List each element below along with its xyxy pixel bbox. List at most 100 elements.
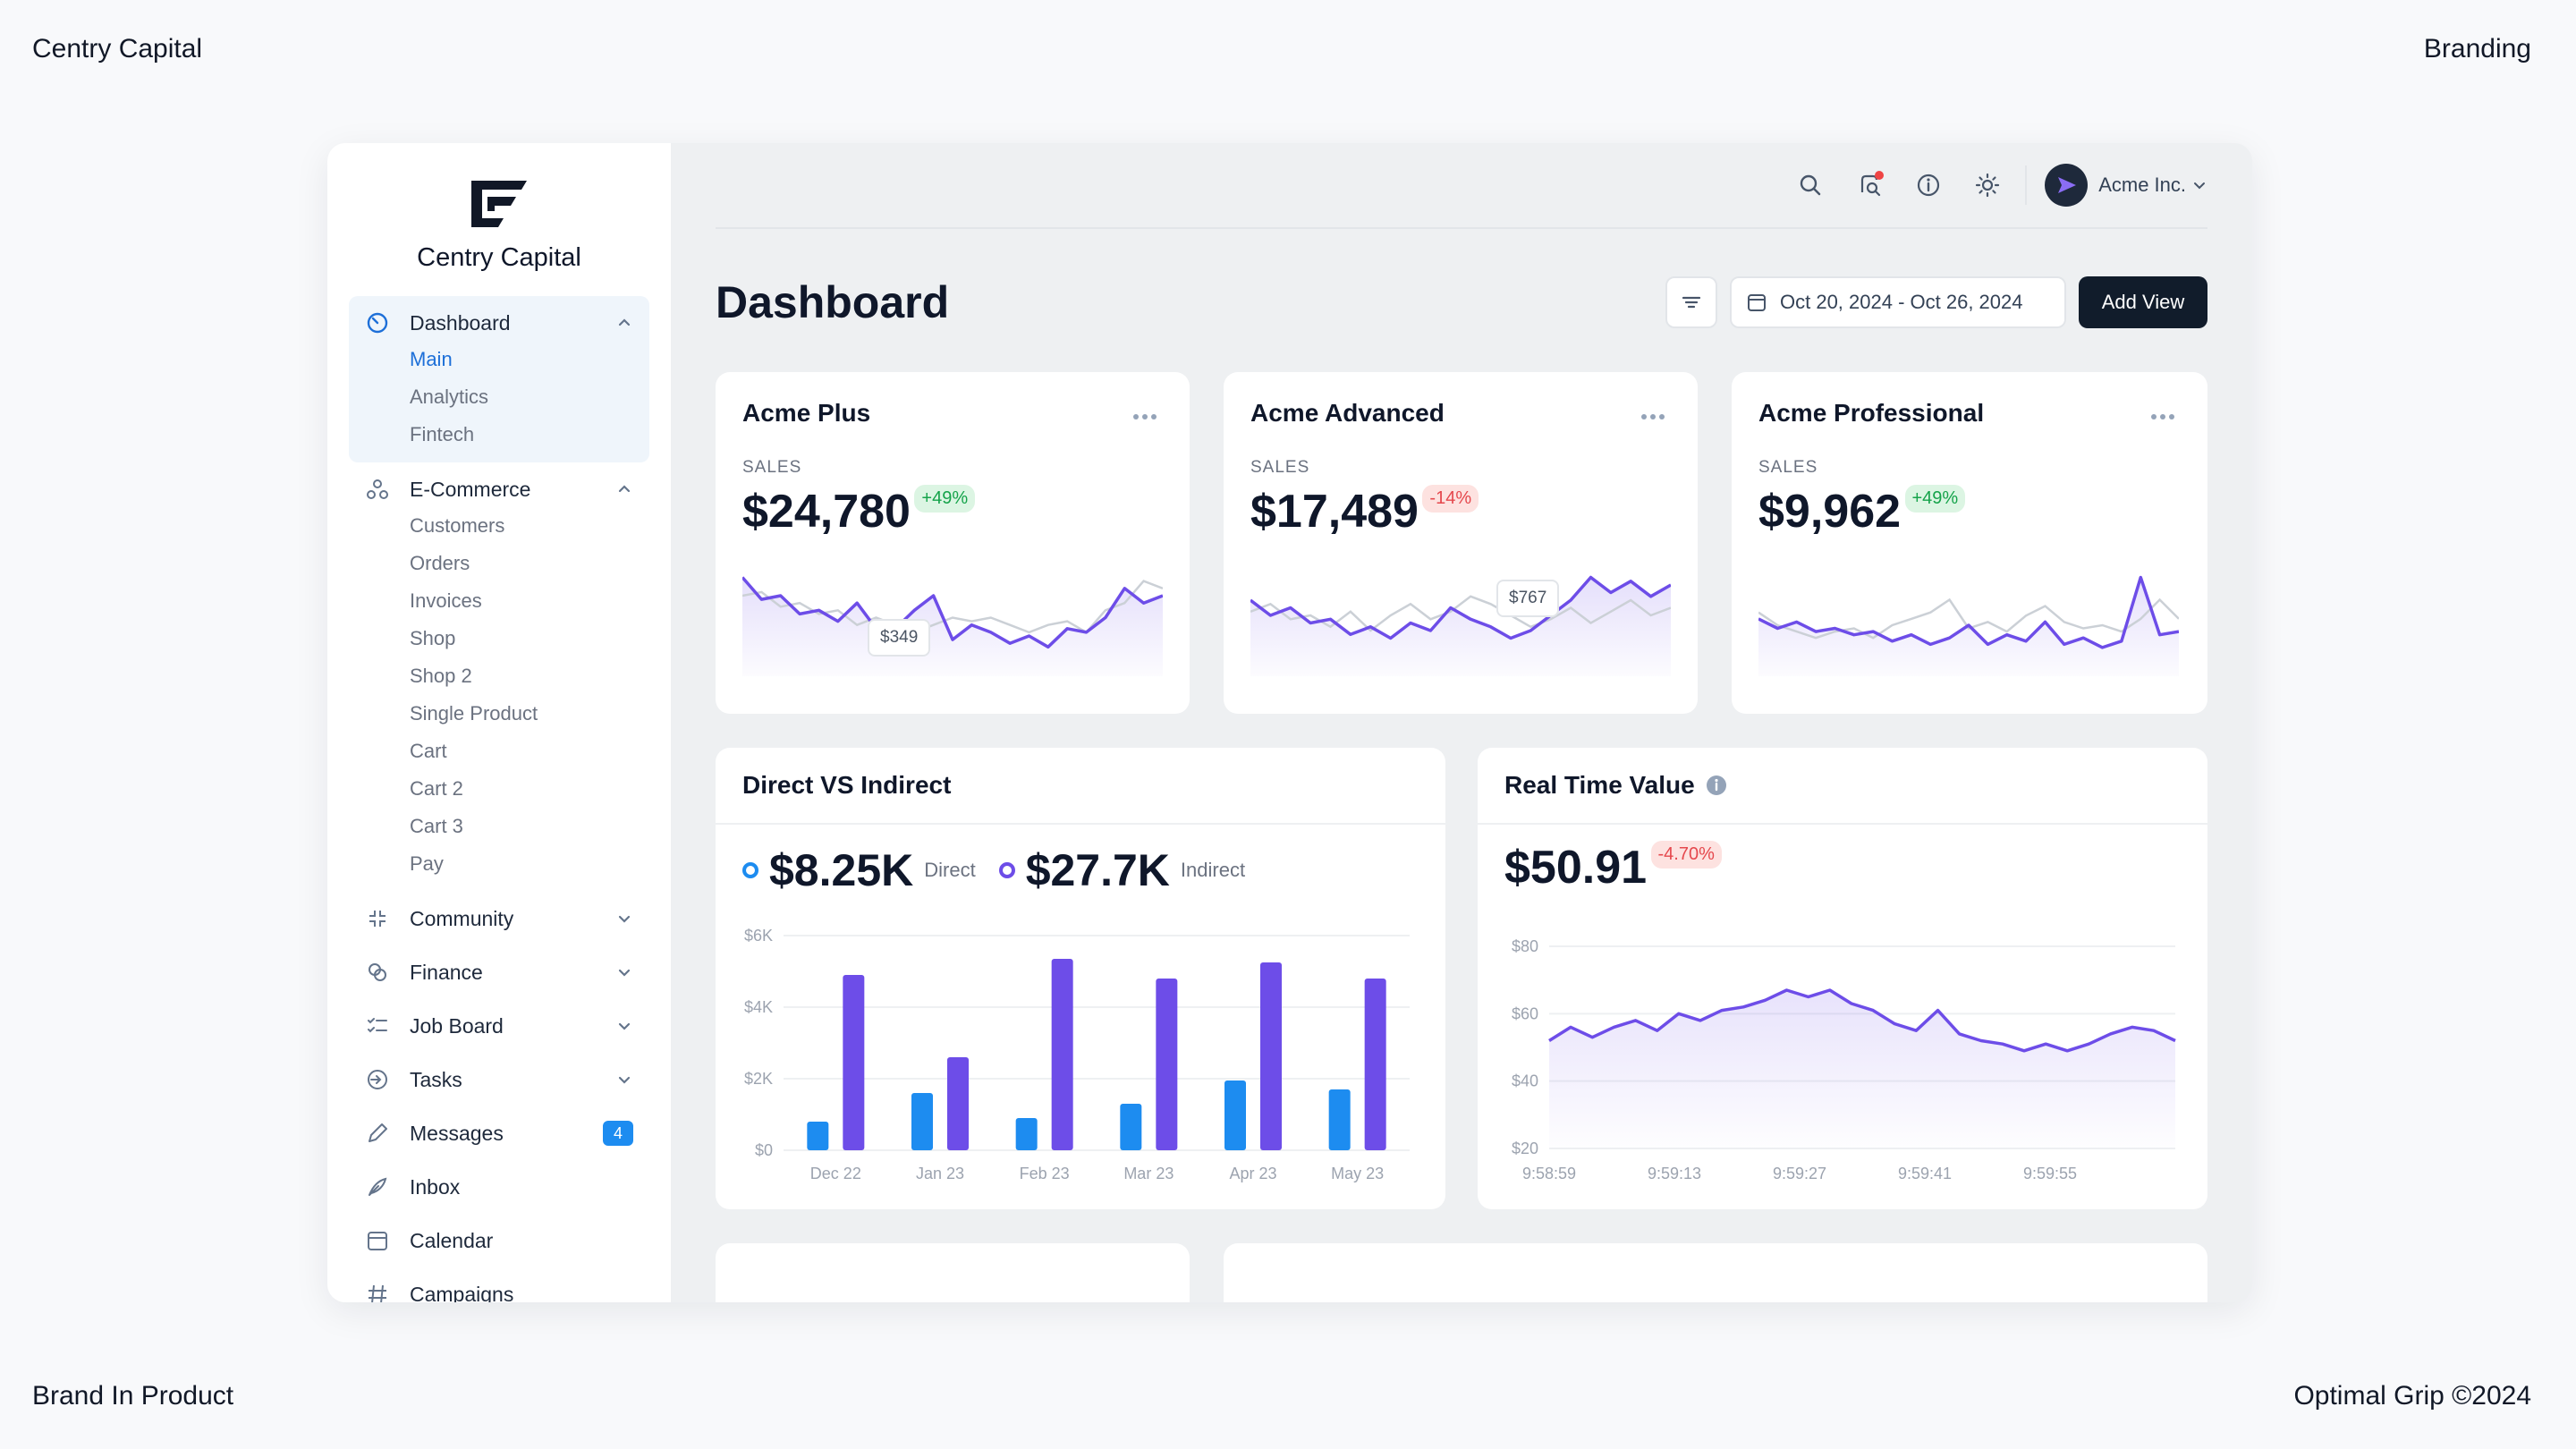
sidebar-item-ecommerce[interactable]: E-Commerce xyxy=(349,471,649,507)
sidebar-item-label: Campaigns xyxy=(410,1282,514,1303)
search-icon[interactable] xyxy=(1794,169,1826,201)
account-menu[interactable]: Acme Inc. xyxy=(2045,164,2207,207)
sparkline-chart xyxy=(742,576,1163,676)
checklist-icon xyxy=(365,1013,390,1038)
calendar-icon xyxy=(1748,294,1766,311)
sparkline-chart xyxy=(1250,575,1671,676)
frame-label-top-left: Centry Capital xyxy=(32,34,203,64)
nav-group-dashboard: Dashboard Main Analytics Fintech xyxy=(349,296,649,462)
sidebar-item-messages[interactable]: Messages 4 xyxy=(349,1106,649,1160)
sparkline-current xyxy=(1250,575,1671,640)
sales-label: SALES xyxy=(1758,458,1818,477)
brand-name: Centry Capital xyxy=(417,243,581,272)
x-tick-label: Apr 23 xyxy=(1229,1165,1276,1182)
sparkline-previous xyxy=(1758,597,2179,640)
more-icon[interactable] xyxy=(1640,413,1665,420)
sidebar-item-calendar[interactable]: Calendar xyxy=(349,1214,649,1267)
sales-row: $9,962 +49% xyxy=(1758,485,1966,538)
filter-icon xyxy=(1682,296,1701,309)
sales-value: $24,780 xyxy=(742,486,911,538)
chevron-down-icon[interactable] xyxy=(615,1017,633,1035)
calendar-icon xyxy=(365,1228,390,1253)
direct-vs-indirect-card: Direct VS Indirect $8.25K Direct $27.7K … xyxy=(716,748,1445,1209)
sidebar-item-campaigns[interactable]: Campaigns xyxy=(349,1267,649,1302)
sidebar-item-label: Inbox xyxy=(410,1174,461,1199)
chevron-down-icon[interactable] xyxy=(615,1071,633,1089)
date-range-text: Oct 20, 2024 - Oct 26, 2024 xyxy=(1780,291,2023,313)
stat-card-acme-professional: Acme Professional SALES $9,962 +49% xyxy=(1732,372,2207,714)
chat-search-icon[interactable] xyxy=(1853,169,1885,201)
legend-label-indirect: Indirect xyxy=(1180,859,1246,881)
avatar xyxy=(2045,164,2089,207)
sidebar-item-job-board[interactable]: Job Board xyxy=(349,999,649,1053)
change-badge: +49% xyxy=(1904,485,1966,513)
filter-button[interactable] xyxy=(1665,276,1717,328)
sidebar-subitem-cart[interactable]: Cart xyxy=(410,740,447,762)
card-title: Acme Professional xyxy=(1758,399,1985,427)
sidebar-subitem-main[interactable]: Main xyxy=(410,348,453,370)
sidebar-subitem-shop[interactable]: Shop xyxy=(410,627,456,649)
card-header: Real Time Value xyxy=(1478,748,2207,825)
sidebar-subitem-single-product[interactable]: Single Product xyxy=(410,702,538,724)
sidebar-item-finance[interactable]: Finance xyxy=(349,945,649,999)
sidebar-subitem-orders[interactable]: Orders xyxy=(410,552,470,574)
sidebar-item-label: Finance xyxy=(410,960,483,984)
card-title: Real Time Value xyxy=(1504,771,1695,799)
chevron-down-icon xyxy=(2194,182,2205,190)
nodes-icon xyxy=(365,477,390,502)
area-line xyxy=(1548,988,2176,1053)
x-tick-label: Dec 22 xyxy=(810,1165,861,1182)
more-icon[interactable] xyxy=(2150,413,2175,420)
chevron-down-icon[interactable] xyxy=(615,910,633,928)
y-tick-label: $4K xyxy=(744,998,773,1016)
sun-icon[interactable] xyxy=(1971,169,2004,201)
chevron-down-icon[interactable] xyxy=(615,963,633,981)
bar-indirect xyxy=(1051,959,1073,1150)
y-tick-label: $2K xyxy=(744,1070,773,1088)
main-content: Acme Inc. Dashboard Oct 20, 2024 - Oct 2… xyxy=(716,143,2207,1302)
legend-value-indirect: $27.7K xyxy=(1025,845,1170,895)
page-title: Dashboard xyxy=(716,277,950,327)
bar-direct xyxy=(1328,1089,1351,1150)
brand[interactable]: Centry Capital xyxy=(327,143,671,273)
chevron-up-icon[interactable] xyxy=(615,480,633,498)
sidebar-item-community[interactable]: Community xyxy=(349,892,649,945)
sparkline-area xyxy=(1250,577,1671,676)
chevron-up-icon[interactable] xyxy=(615,314,633,332)
feather-icon xyxy=(365,1174,390,1199)
partial-card xyxy=(716,1243,1190,1302)
sidebar-item-tasks[interactable]: Tasks xyxy=(349,1053,649,1106)
frame-label-bottom-right: Optimal Grip ©2024 xyxy=(2293,1381,2531,1411)
sidebar-item-inbox[interactable]: Inbox xyxy=(349,1160,649,1214)
x-tick-label: Feb 23 xyxy=(1020,1165,1070,1182)
bar-indirect xyxy=(1260,962,1282,1150)
sidebar-item-label: E-Commerce xyxy=(410,477,531,501)
chart-legend: $8.25K Direct $27.7K Indirect xyxy=(716,844,1445,896)
sparkline-current xyxy=(742,576,1163,649)
sidebar-subitem-analytics[interactable]: Analytics xyxy=(410,386,489,408)
x-tick-label: 9:59:41 xyxy=(1898,1165,1952,1182)
date-range-picker[interactable]: Oct 20, 2024 - Oct 26, 2024 xyxy=(1730,276,2066,328)
area-fill xyxy=(1549,990,2175,1148)
sidebar-item-dashboard[interactable]: Dashboard xyxy=(349,305,649,341)
x-tick-label: 9:59:13 xyxy=(1648,1165,1701,1182)
sidebar-subitem-invoices[interactable]: Invoices xyxy=(410,589,482,612)
sidebar-subitem-cart-3[interactable]: Cart 3 xyxy=(410,815,463,837)
bar-direct xyxy=(1120,1104,1142,1150)
sidebar-subitem-cart-2[interactable]: Cart 2 xyxy=(410,777,463,800)
x-tick-label: 9:59:27 xyxy=(1773,1165,1826,1182)
sidebar-subitem-shop-2[interactable]: Shop 2 xyxy=(410,665,472,687)
info-icon[interactable] xyxy=(1912,169,1945,201)
legend-dot-direct xyxy=(742,862,758,878)
info-icon[interactable] xyxy=(1706,775,1727,796)
sidebar-subitem-fintech[interactable]: Fintech xyxy=(410,423,475,445)
realtime-value-row: $50.91 -4.70% xyxy=(1504,841,1722,894)
sidebar-subitem-customers[interactable]: Customers xyxy=(410,514,505,537)
chart-tooltip: $767 xyxy=(1496,580,1560,617)
more-icon[interactable] xyxy=(1132,413,1157,420)
sidebar-subitem-pay[interactable]: Pay xyxy=(410,852,444,875)
login-arrow-icon xyxy=(365,1067,390,1092)
add-view-button[interactable]: Add View xyxy=(2079,276,2207,328)
bar-indirect xyxy=(947,1057,969,1150)
y-tick-label: $40 xyxy=(1512,1072,1538,1090)
